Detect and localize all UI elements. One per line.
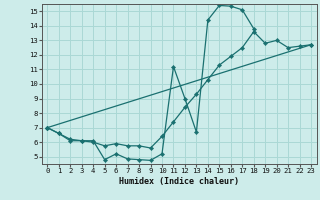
- X-axis label: Humidex (Indice chaleur): Humidex (Indice chaleur): [119, 177, 239, 186]
